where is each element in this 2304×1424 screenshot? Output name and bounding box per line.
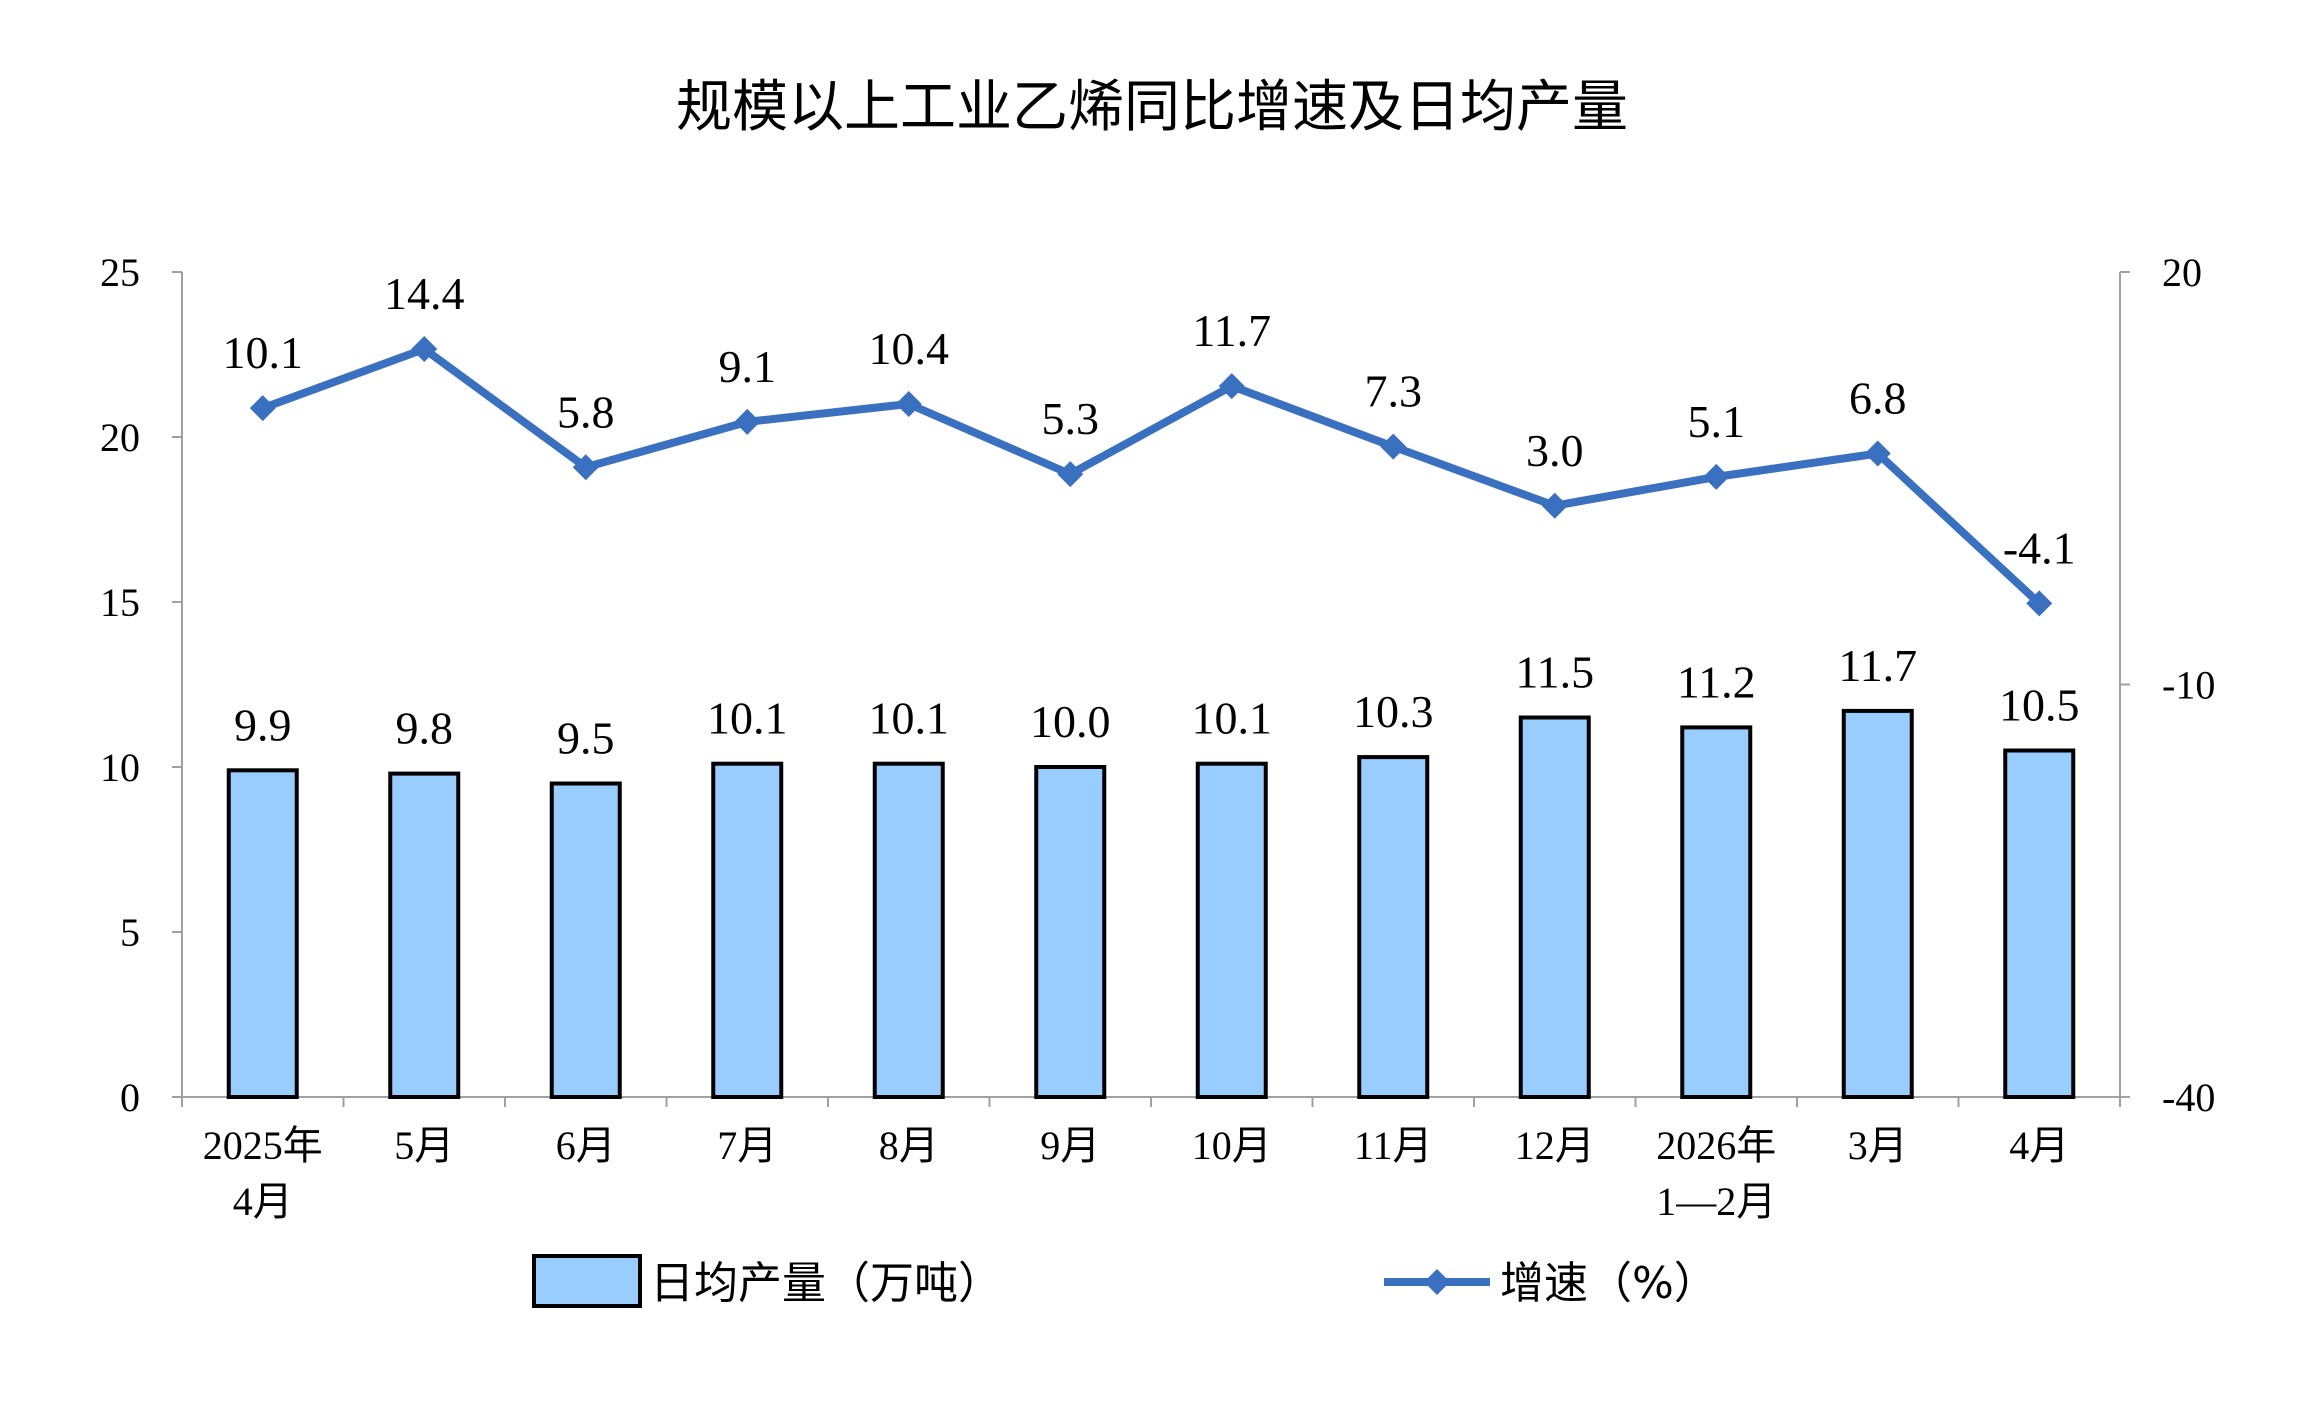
- line-point: [411, 336, 438, 362]
- right-tick-label: -40: [2162, 1075, 2215, 1120]
- bar: [872, 761, 945, 1099]
- axes: 0 5 10 15 20 25 -40 -10 20 2025年 4月 5月 6月 7月 8月 9月 10月 11…: [100, 250, 2215, 1224]
- bar: [1034, 765, 1107, 1099]
- x-tick-label: 3月: [1848, 1123, 1908, 1168]
- line-data-label: 5.1: [1688, 396, 1746, 447]
- legend-bar-label: 日均产量（万吨）: [650, 1258, 1002, 1309]
- legend-bar-swatch: [532, 1254, 642, 1308]
- x-tick-label: 6月: [556, 1123, 616, 1168]
- line-point: [1703, 463, 1730, 490]
- bar-data-label: 11.2: [1677, 656, 1756, 707]
- line-point: [895, 391, 922, 417]
- bar: [1518, 715, 1591, 1099]
- bar: [711, 761, 784, 1099]
- left-tick-label: 25: [100, 250, 140, 295]
- line-series: 10.1 14.4 5.8 9.1 10.4 5.3 11.7 7.3 3.0 5.1 6.8 -4.…: [223, 268, 2076, 617]
- right-tick-label: -10: [2162, 663, 2215, 708]
- x-tick-label: 12月: [1515, 1123, 1595, 1168]
- bar-data-label: 10.5: [1999, 680, 2080, 731]
- bar: [388, 771, 461, 1099]
- left-tick-label: 0: [120, 1075, 140, 1120]
- x-tick-label: 11月: [1354, 1123, 1433, 1168]
- x-tick-label: 8月: [879, 1123, 939, 1168]
- legend-line-marker: [1424, 1269, 1450, 1295]
- line-data-label: 11.7: [1192, 305, 1271, 356]
- bar-data-label: 10.1: [869, 693, 950, 744]
- line-data-label: 7.3: [1365, 366, 1423, 417]
- line-point: [1541, 492, 1568, 519]
- line-data-label: 6.8: [1849, 373, 1907, 424]
- bar-data-label: 9.8: [396, 703, 454, 754]
- bar: [549, 781, 622, 1099]
- left-tick-label: 5: [120, 910, 140, 955]
- x-tick-label: 4月: [2009, 1123, 2069, 1168]
- line-point: [249, 395, 276, 422]
- line-point: [1380, 433, 1407, 460]
- x-tick-label: 9月: [1040, 1123, 1100, 1168]
- line-point: [1864, 440, 1891, 467]
- bar: [2003, 748, 2076, 1099]
- bar-data-label: 10.1: [707, 693, 788, 744]
- left-tick-label: 10: [100, 745, 140, 790]
- line-data-label: 5.8: [557, 386, 615, 437]
- line-data-label: -4.1: [2003, 522, 2076, 573]
- bar-data-label: 9.5: [557, 713, 615, 764]
- chart-title: 规模以上工业乙烯同比增速及日均产量: [676, 75, 1628, 140]
- bar: [1357, 755, 1430, 1099]
- x-tick-label: 2025年: [203, 1123, 323, 1168]
- bar-series: 9.9 9.8 9.5 10.1 10.1 10.0 10.1 10.3 11.5 11.2 11.…: [226, 640, 2080, 1100]
- bar: [1680, 725, 1753, 1100]
- bar: [1195, 761, 1268, 1099]
- bar-data-label: 9.9: [234, 699, 292, 750]
- left-tick-label: 20: [100, 415, 140, 460]
- legend: 日均产量（万吨） 增速（%）: [532, 1254, 1718, 1309]
- line-data-label: 3.0: [1526, 425, 1584, 476]
- bar-data-label: 10.3: [1353, 686, 1434, 737]
- line-data-label: 14.4: [384, 268, 465, 319]
- line-data-label: 10.4: [869, 323, 950, 374]
- line-data-label: 5.3: [1042, 393, 1100, 444]
- line-point: [734, 408, 761, 435]
- x-tick-label: 5月: [394, 1123, 454, 1168]
- bar-data-label: 11.7: [1838, 640, 1917, 691]
- bar-data-label: 10.1: [1192, 693, 1273, 744]
- x-tick-label: 2026年: [1656, 1123, 1776, 1168]
- line-data-label: 10.1: [223, 327, 304, 378]
- x-tick-label: 1—2月: [1656, 1179, 1776, 1224]
- line-point: [1057, 461, 1084, 488]
- line-data-label: 9.1: [719, 341, 777, 392]
- line-point: [572, 454, 599, 481]
- legend-line-label: 增速（%）: [1500, 1258, 1718, 1309]
- bar-data-label: 10.0: [1030, 696, 1111, 747]
- x-tick-label: 4月: [233, 1179, 293, 1224]
- bar-data-label: 11.5: [1515, 647, 1594, 698]
- bar: [1841, 708, 1914, 1100]
- left-tick-label: 15: [100, 580, 140, 625]
- line-point: [2026, 590, 2053, 617]
- right-tick-label: 20: [2162, 250, 2202, 295]
- line-point: [1218, 373, 1245, 400]
- x-tick-label: 7月: [717, 1123, 777, 1168]
- bar: [226, 768, 299, 1099]
- line-path: [261, 345, 2042, 607]
- x-tick-label: 10月: [1192, 1123, 1272, 1168]
